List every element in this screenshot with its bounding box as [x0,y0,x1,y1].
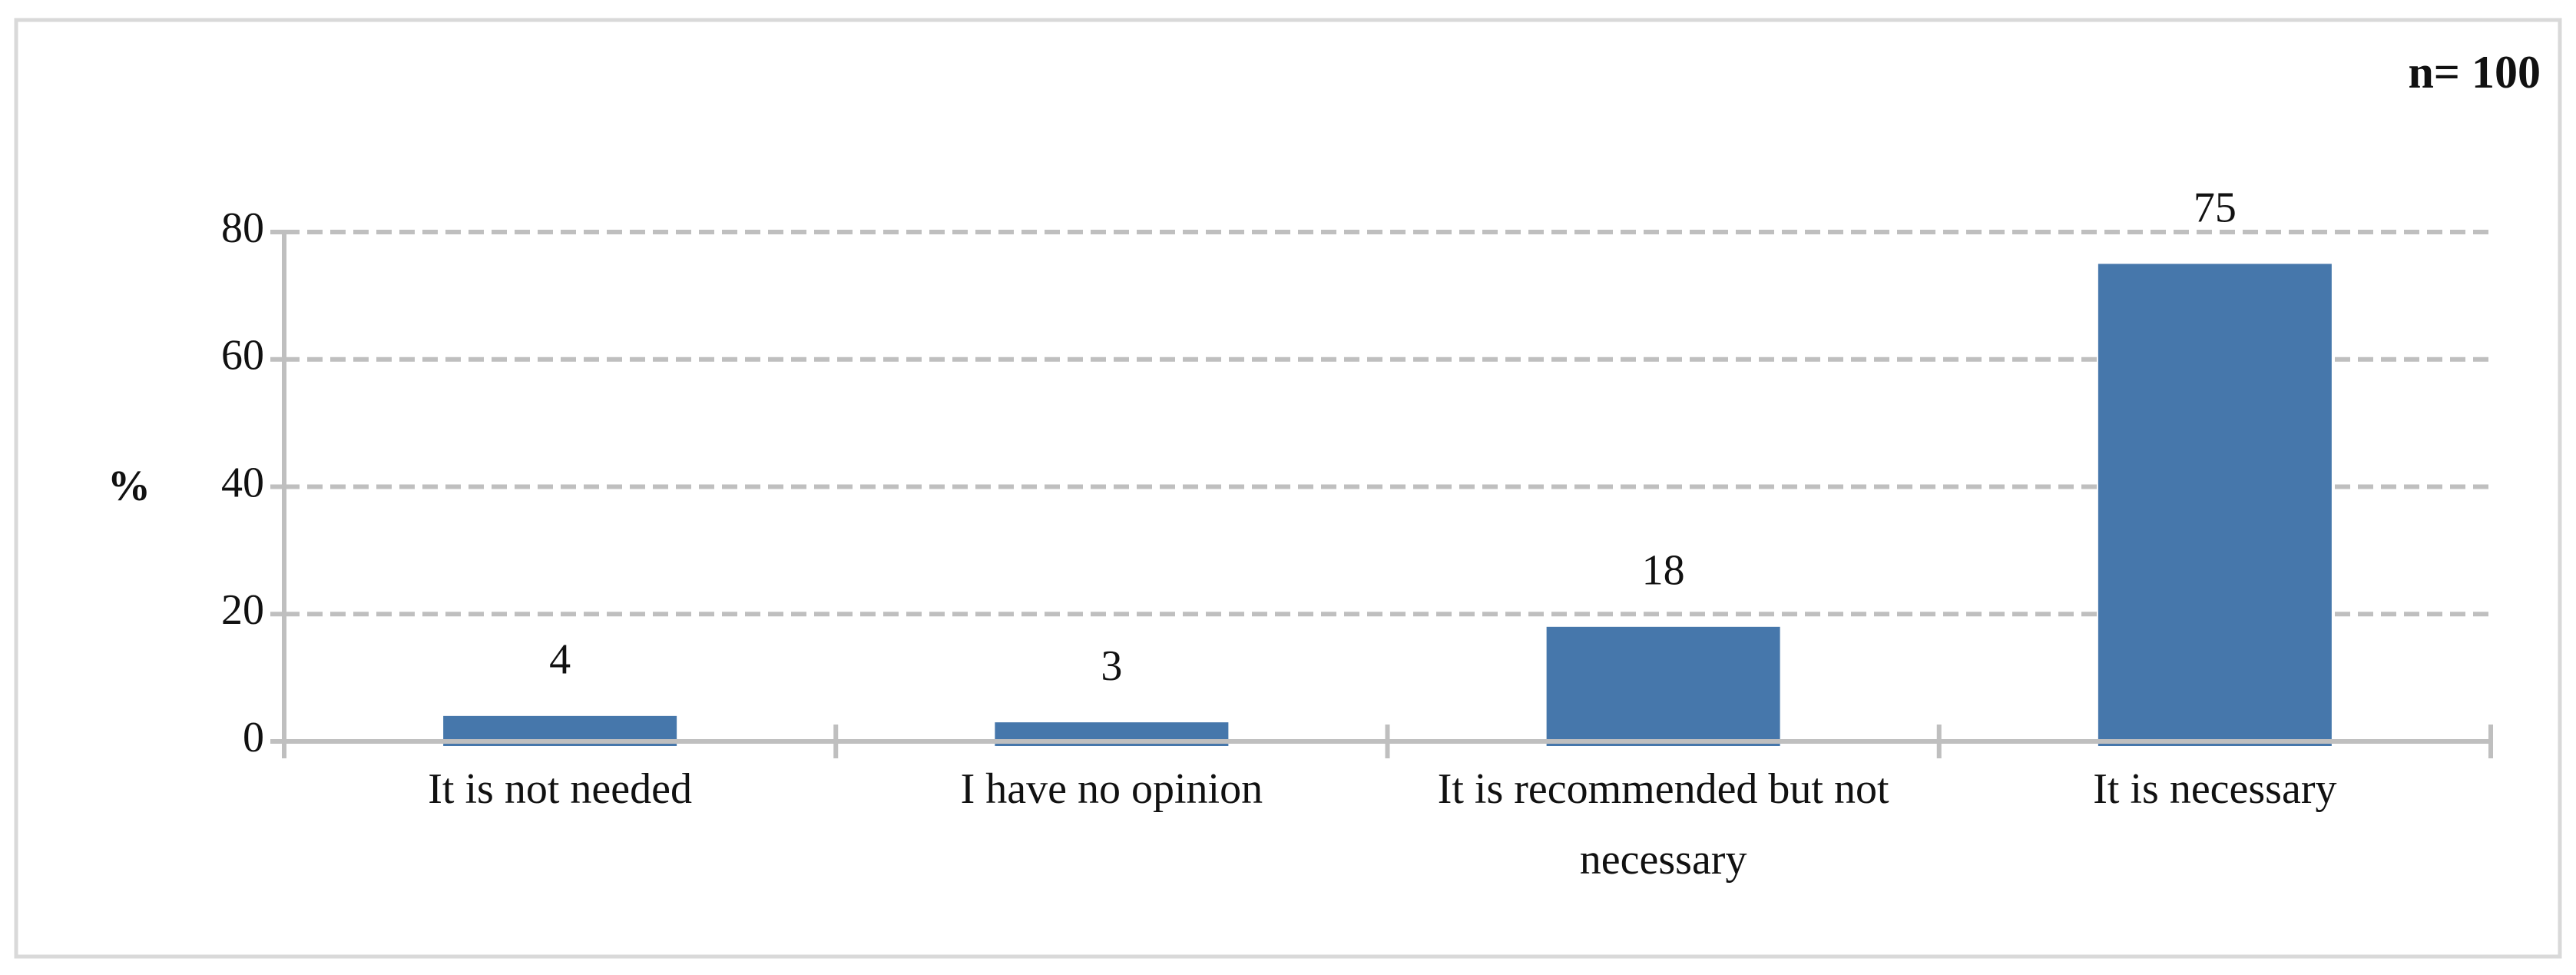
x-tick-label: It is necessary [2093,765,2337,813]
y-tick-label: 40 [221,459,264,506]
x-tick-label: I have no opinion [960,765,1263,813]
x-tick-label: It is recommended but not necessary [1437,765,1889,884]
chart-border [14,18,2562,959]
bar [1546,626,1780,746]
data-label: 75 [2194,184,2237,231]
y-axis-label: % [108,463,151,510]
y-tick-label: 80 [221,204,264,252]
y-tick-label: 20 [221,586,264,634]
x-tick-label: It is not needed [428,765,692,813]
y-tick-label: 60 [221,332,264,380]
bar [2098,264,2332,746]
data-label: 4 [549,636,571,684]
data-label: 3 [1101,642,1122,690]
annotation: n= 100 [2408,47,2541,98]
data-label: 18 [1642,547,1685,595]
y-tick-label: 0 [243,714,264,761]
